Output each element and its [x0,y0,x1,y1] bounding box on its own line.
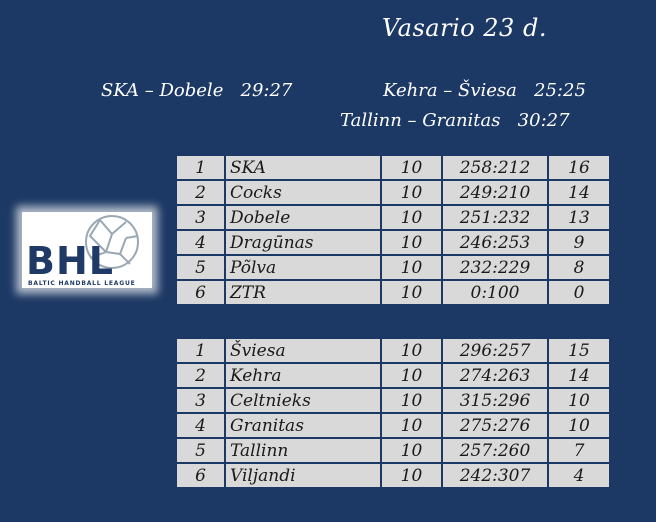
games-played-cell: 10 [380,337,443,364]
team-name-cell: Tallinn [224,437,382,464]
points-cell: 8 [547,254,611,281]
goals-cell: 246:253 [441,229,549,256]
points-cell: 16 [547,154,611,181]
standings-table-group-2: 1 Šviesa 10 296:257 15 2 Kehra 10 274:263 14 3 Celt… [175,337,611,489]
match-result-3: Tallinn – Granitas 30:27 [340,110,570,131]
goals-cell: 296:257 [441,337,549,364]
rank-cell: 5 [175,254,226,281]
rank-cell: 4 [175,412,226,439]
games-played-cell: 10 [380,179,443,206]
goals-cell: 0:100 [441,279,549,306]
rank-cell: 1 [175,337,226,364]
team-name-cell: ZTR [224,279,382,306]
team-name-cell: Granitas [224,412,382,439]
table-row: 4 Dragūnas 10 246:253 9 [175,229,611,256]
table-row: 2 Kehra 10 274:263 14 [175,362,611,389]
points-cell: 7 [547,437,611,464]
table-row: 5 Tallinn 10 257:260 7 [175,437,611,464]
games-played-cell: 10 [380,412,443,439]
games-played-cell: 10 [380,462,443,489]
rank-cell: 6 [175,462,226,489]
goals-cell: 242:307 [441,462,549,489]
rank-cell: 3 [175,387,226,414]
games-played-cell: 10 [380,254,443,281]
bhl-logo: BHL BALTIC HANDBALL LEAGUE [22,212,152,288]
games-played-cell: 10 [380,437,443,464]
team-name-cell: Kehra [224,362,382,389]
team-name-cell: SKA [224,154,382,181]
games-played-cell: 10 [380,279,443,306]
goals-cell: 274:263 [441,362,549,389]
logo-subtitle: BALTIC HANDBALL LEAGUE [28,280,136,287]
table-row: 6 Viljandi 10 242:307 4 [175,462,611,489]
points-cell: 14 [547,362,611,389]
rank-cell: 5 [175,437,226,464]
games-played-cell: 10 [380,387,443,414]
team-name-cell: Põlva [224,254,382,281]
goals-cell: 251:232 [441,204,549,231]
points-cell: 13 [547,204,611,231]
points-cell: 15 [547,337,611,364]
logo-text: BHL [26,239,114,283]
points-cell: 10 [547,387,611,414]
points-cell: 9 [547,229,611,256]
rank-cell: 3 [175,204,226,231]
rank-cell: 6 [175,279,226,306]
games-played-cell: 10 [380,362,443,389]
games-played-cell: 10 [380,154,443,181]
table-row: 5 Põlva 10 232:229 8 [175,254,611,281]
points-cell: 4 [547,462,611,489]
team-name-cell: Dragūnas [224,229,382,256]
table-row: 4 Granitas 10 275:276 10 [175,412,611,439]
page-title: Vasario 23 d. [382,14,547,42]
points-cell: 14 [547,179,611,206]
games-played-cell: 10 [380,204,443,231]
points-cell: 0 [547,279,611,306]
table-row: 1 Šviesa 10 296:257 15 [175,337,611,364]
handball-logo-icon: BHL BALTIC HANDBALL LEAGUE [26,215,139,287]
rank-cell: 2 [175,179,226,206]
team-name-cell: Cocks [224,179,382,206]
team-name-cell: Dobele [224,204,382,231]
rank-cell: 1 [175,154,226,181]
goals-cell: 258:212 [441,154,549,181]
standings-table-group-1: 1 SKA 10 258:212 16 2 Cocks 10 249:210 14 3 Dobele 1… [175,154,611,306]
team-name-cell: Celtnieks [224,387,382,414]
rank-cell: 2 [175,362,226,389]
table-row: 2 Cocks 10 249:210 14 [175,179,611,206]
team-name-cell: Viljandi [224,462,382,489]
match-result-1: SKA – Dobele 29:27 [101,80,293,101]
games-played-cell: 10 [380,229,443,256]
rank-cell: 4 [175,229,226,256]
goals-cell: 315:296 [441,387,549,414]
team-name-cell: Šviesa [224,337,382,364]
goals-cell: 249:210 [441,179,549,206]
points-cell: 10 [547,412,611,439]
goals-cell: 232:229 [441,254,549,281]
table-row: 3 Dobele 10 251:232 13 [175,204,611,231]
table-row: 3 Celtnieks 10 315:296 10 [175,387,611,414]
match-result-2: Kehra – Šviesa 25:25 [383,80,586,101]
table-row: 6 ZTR 10 0:100 0 [175,279,611,306]
table-row: 1 SKA 10 258:212 16 [175,154,611,181]
goals-cell: 275:276 [441,412,549,439]
goals-cell: 257:260 [441,437,549,464]
